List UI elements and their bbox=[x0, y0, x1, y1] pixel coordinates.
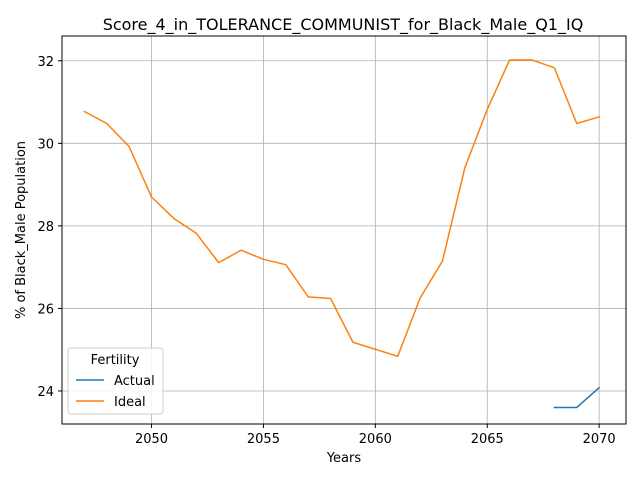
y-axis-label: % of Black_Male Population bbox=[14, 141, 29, 319]
y-tick-label: 28 bbox=[37, 220, 54, 235]
legend-box bbox=[67, 347, 164, 415]
x-tick-label: 2060 bbox=[359, 432, 392, 447]
series-layer bbox=[83, 59, 601, 409]
legend-title: Fertility bbox=[91, 353, 140, 368]
x-tick-label: 2055 bbox=[247, 432, 280, 447]
y-axis: 24 26 28 30 32 bbox=[37, 55, 62, 400]
y-tick-label: 30 bbox=[37, 137, 54, 152]
legend-label-actual: Actual bbox=[114, 374, 155, 389]
chart-title: Score_4_in_TOLERANCE_COMMUNIST_for_Black… bbox=[103, 15, 584, 35]
legend: Fertility Actual Ideal bbox=[67, 347, 164, 415]
series-line-ideal bbox=[83, 59, 601, 358]
y-tick-label: 32 bbox=[37, 55, 54, 70]
x-tick-label: 2070 bbox=[583, 432, 616, 447]
x-axis-label: Years bbox=[326, 451, 362, 466]
x-tick-label: 2050 bbox=[135, 432, 168, 447]
plot-frame bbox=[61, 35, 627, 425]
y-tick-label: 26 bbox=[37, 302, 54, 317]
series-line-actual bbox=[553, 386, 601, 409]
x-tick-label: 2065 bbox=[471, 432, 504, 447]
x-axis: 2050 2055 2060 2065 2070 bbox=[135, 424, 616, 447]
y-tick-label: 24 bbox=[37, 385, 54, 400]
legend-label-ideal: Ideal bbox=[114, 395, 146, 410]
